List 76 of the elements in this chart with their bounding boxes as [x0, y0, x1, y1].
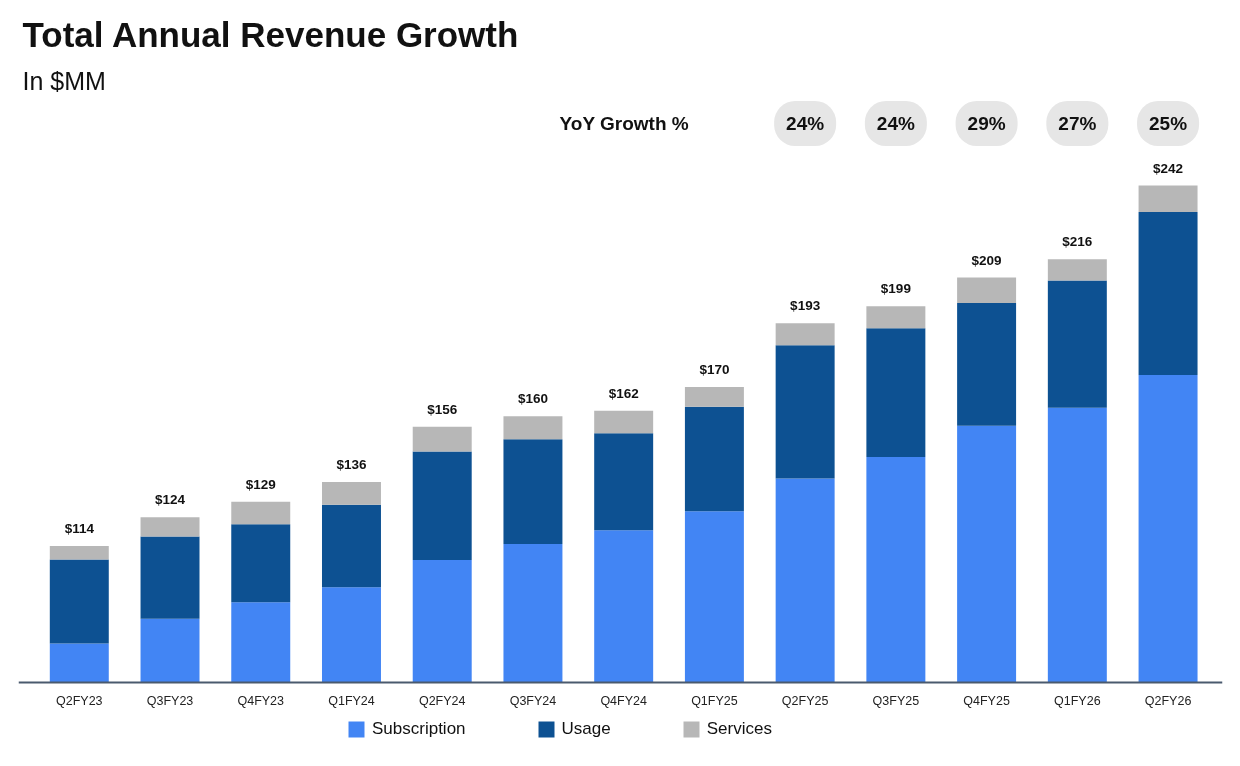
bar — [412, 559, 472, 683]
bar — [49, 546, 109, 560]
annotation: $162 — [608, 385, 639, 401]
x-tick-label: Q2FY24 — [418, 693, 466, 708]
bar — [1047, 259, 1107, 281]
x-tick-label: Q3FY23 — [146, 693, 194, 708]
x-tick-label: Q1FY26 — [1054, 693, 1101, 708]
x-tick-label: Q3FY25 — [872, 693, 920, 708]
annotation: $170 — [699, 361, 730, 377]
bar — [140, 618, 200, 683]
bar — [231, 602, 291, 683]
legend-label: Usage — [561, 719, 611, 739]
text: 25% — [1149, 113, 1188, 134]
bar — [684, 386, 744, 407]
annotation: $209 — [971, 252, 1002, 268]
bar — [957, 425, 1017, 683]
bar — [594, 410, 654, 434]
bar — [49, 643, 109, 683]
bar — [322, 481, 381, 505]
annotation: $199 — [880, 281, 911, 297]
bar — [684, 511, 744, 683]
bar — [594, 433, 654, 531]
x-tick-label: Q3FY24 — [509, 693, 557, 708]
annotation: $216 — [1062, 234, 1093, 250]
bar — [1138, 374, 1198, 683]
bar — [322, 504, 381, 588]
x-tick-label: Q1FY25 — [691, 693, 738, 708]
text: 27% — [1058, 113, 1097, 134]
annotation: $242 — [1153, 160, 1184, 176]
bar — [140, 517, 200, 537]
chart-title: Total Annual Revenue Growth — [22, 14, 519, 54]
x-tick-label: Q2FY25 — [781, 693, 829, 708]
bar — [503, 439, 563, 545]
chart-subtitle: In $MM — [22, 66, 106, 95]
bar — [1047, 407, 1107, 683]
bar — [1138, 211, 1198, 375]
x-tick-label: Q2FY23 — [56, 693, 103, 708]
bar — [231, 501, 291, 525]
annotation: $129 — [245, 476, 276, 492]
annotation: $160 — [517, 391, 548, 407]
bar — [412, 451, 472, 560]
x-tick-label: Q1FY24 — [328, 693, 375, 708]
bar — [775, 345, 835, 479]
bar — [322, 587, 381, 683]
bar — [1047, 280, 1107, 408]
x-tick-label: Q4FY24 — [600, 693, 647, 708]
annotation: $136 — [336, 456, 367, 472]
x-tick-label: Q4FY25 — [963, 693, 1010, 708]
bar — [412, 426, 472, 452]
bar — [957, 302, 1017, 426]
bar — [231, 524, 291, 603]
bar — [140, 536, 200, 619]
bar — [684, 406, 744, 512]
text: 29% — [967, 113, 1006, 134]
x-tick-label: Q4FY23 — [237, 693, 285, 708]
legend-label: Services — [706, 719, 772, 739]
annotation: $156 — [427, 401, 458, 417]
annotation: $114 — [64, 521, 95, 537]
text: 24% — [786, 113, 825, 134]
bar — [775, 478, 835, 683]
bar — [866, 328, 926, 458]
bar — [1138, 185, 1198, 212]
text: YoY Growth % — [559, 113, 689, 134]
bar — [957, 277, 1017, 303]
bar — [49, 559, 109, 644]
bar — [594, 530, 654, 683]
bar — [866, 306, 926, 329]
x-tick-label: Q2FY26 — [1144, 693, 1192, 708]
text: 24% — [876, 113, 915, 134]
legend-label: Subscription — [372, 719, 466, 739]
annotation: $193 — [790, 298, 821, 314]
bar — [866, 457, 926, 683]
bar — [503, 416, 563, 440]
annotation: $124 — [155, 492, 186, 508]
bar — [775, 323, 835, 346]
bar — [503, 544, 563, 683]
